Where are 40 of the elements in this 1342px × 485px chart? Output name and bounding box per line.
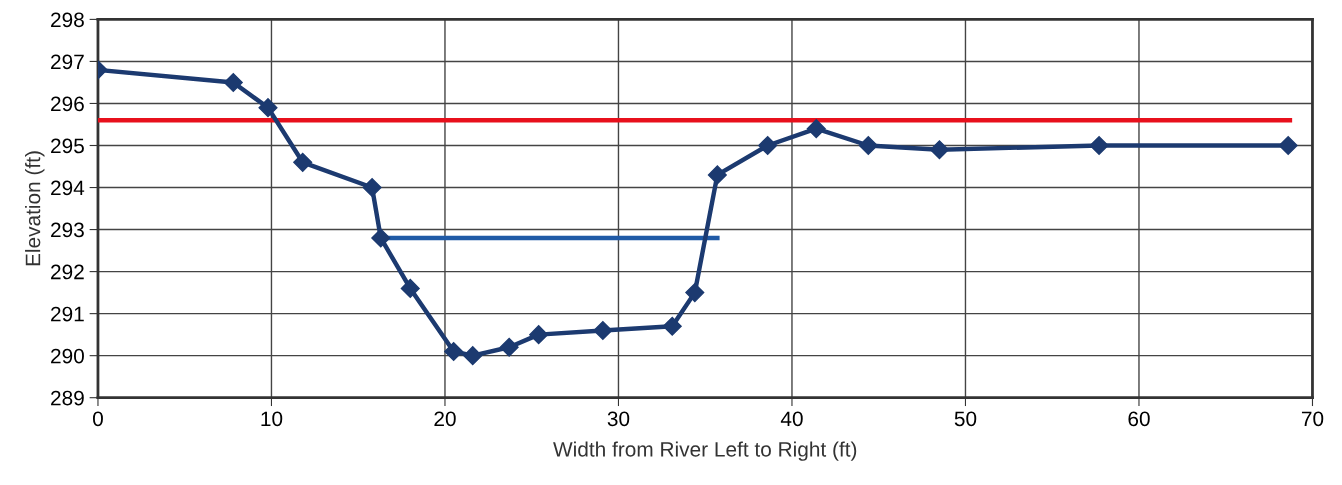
x-tick-label: 50 (954, 411, 977, 427)
x-tick-label: 70 (1301, 411, 1324, 427)
point (806, 119, 826, 139)
x-tick-label: 20 (434, 411, 456, 427)
y-tick-label: 293 (51, 222, 84, 238)
point (707, 165, 727, 185)
point (758, 135, 778, 156)
x-tick-label: 10 (261, 411, 283, 427)
y-tick-label: 290 (51, 348, 84, 364)
point (463, 346, 483, 366)
point (371, 228, 391, 248)
point (529, 325, 549, 345)
y-tick-label: 291 (51, 306, 84, 322)
y-tick-label: 292 (51, 264, 84, 280)
point (929, 140, 949, 160)
point (444, 341, 464, 361)
y-tick-label: 289 (51, 390, 84, 406)
y-tick-label: 296 (51, 96, 84, 112)
point (858, 135, 878, 156)
point (293, 152, 313, 172)
point (499, 337, 519, 357)
point (223, 72, 243, 92)
x-tick-label: 60 (1128, 411, 1150, 427)
x-tick-label: 40 (780, 411, 803, 427)
y-tick-label: 298 (51, 12, 84, 28)
y-tick-label: 295 (51, 138, 84, 154)
y-tick-label: 297 (51, 54, 84, 70)
y-tick-label: 294 (51, 180, 85, 196)
y-axis-title: Elevation (ft) (25, 151, 45, 266)
x-axis-title: Width from River Left to Right (ft) (553, 441, 857, 461)
point (400, 278, 420, 298)
point (593, 320, 613, 340)
x-tick-label: 30 (607, 411, 630, 427)
point (1278, 135, 1298, 156)
x-tick-label: 0 (92, 411, 103, 427)
point (685, 283, 705, 303)
point (362, 177, 382, 198)
point (258, 98, 278, 118)
point (1089, 135, 1109, 156)
point (662, 316, 682, 336)
